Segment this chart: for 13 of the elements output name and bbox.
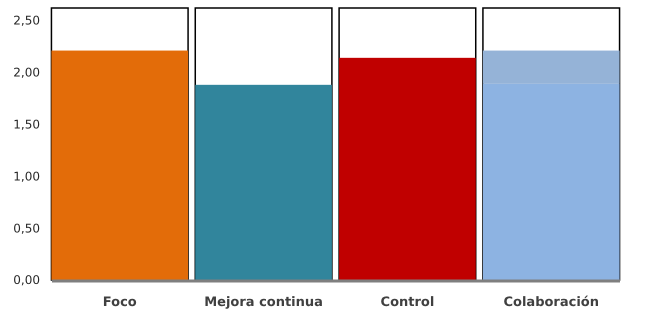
y-tick-label: 1,00	[13, 169, 40, 184]
x-tick-label: Colaboración	[504, 295, 599, 310]
x-tick-label: Foco	[102, 295, 137, 310]
bar	[51, 50, 188, 280]
x-tick-label: Control	[380, 295, 434, 310]
bar	[339, 58, 476, 280]
y-tick-label: 0,50	[13, 221, 40, 236]
y-tick-label: 0,00	[13, 273, 40, 288]
y-tick-label: 2,50	[13, 14, 40, 28]
y-tick-label: 1,50	[13, 117, 40, 132]
y-tick-label: 2,00	[13, 66, 40, 80]
bar	[195, 84, 332, 280]
x-tick-label: Mejora continua	[204, 295, 323, 310]
